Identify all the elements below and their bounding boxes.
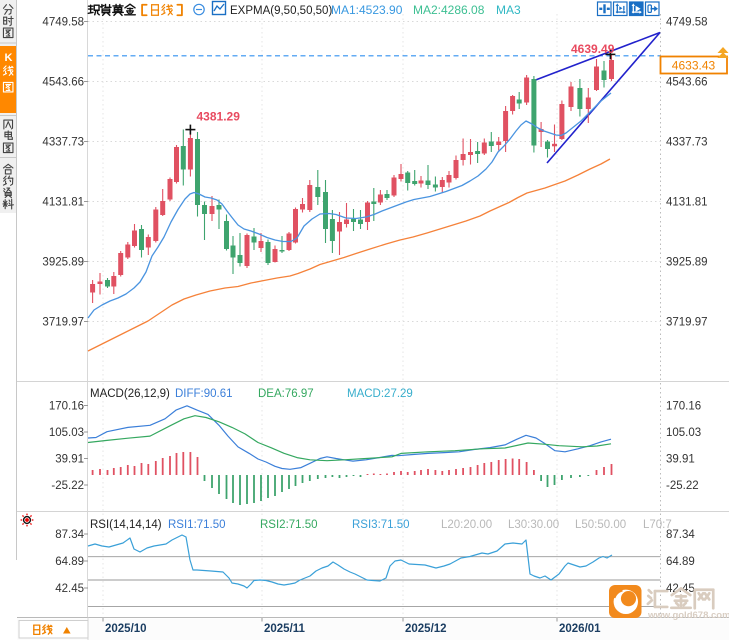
svg-text:64.89: 64.89 bbox=[666, 556, 695, 568]
svg-text:42.45: 42.45 bbox=[55, 583, 84, 595]
svg-text:MACD(26,12,9): MACD(26,12,9) bbox=[90, 388, 170, 400]
svg-text:MA1:4523.90: MA1:4523.90 bbox=[331, 3, 403, 17]
svg-text:105.03: 105.03 bbox=[49, 427, 84, 439]
svg-text:2025/11: 2025/11 bbox=[264, 623, 306, 635]
svg-text:3925.89: 3925.89 bbox=[42, 257, 84, 269]
svg-text:87.34: 87.34 bbox=[55, 529, 84, 541]
svg-text:2026/01: 2026/01 bbox=[559, 623, 601, 635]
svg-text:L20:20.00: L20:20.00 bbox=[441, 519, 492, 531]
svg-text:4749.58: 4749.58 bbox=[666, 17, 708, 29]
svg-text:4337.73: 4337.73 bbox=[666, 137, 708, 149]
svg-text:L70:7: L70:7 bbox=[643, 519, 672, 531]
svg-text:MA2:4286.08: MA2:4286.08 bbox=[413, 3, 485, 17]
svg-text:www.gold678.com: www.gold678.com bbox=[647, 610, 729, 621]
svg-text:RSI(14,14,14): RSI(14,14,14) bbox=[90, 519, 162, 531]
svg-text:2025/12: 2025/12 bbox=[405, 623, 447, 635]
svg-text:4131.81: 4131.81 bbox=[666, 197, 708, 209]
svg-text:4543.66: 4543.66 bbox=[42, 77, 84, 89]
svg-text:4381.29: 4381.29 bbox=[197, 110, 241, 124]
svg-text:170.16: 170.16 bbox=[49, 401, 84, 413]
svg-text:64.89: 64.89 bbox=[55, 556, 84, 568]
svg-text:-25.22: -25.22 bbox=[51, 480, 84, 492]
svg-text:RSI1:71.50: RSI1:71.50 bbox=[168, 519, 226, 531]
svg-text:4639.49: 4639.49 bbox=[571, 42, 615, 56]
svg-text:39.91: 39.91 bbox=[666, 454, 695, 466]
svg-text:DEA:76.97: DEA:76.97 bbox=[258, 388, 314, 400]
svg-text:4543.66: 4543.66 bbox=[666, 77, 708, 89]
svg-text:MA3: MA3 bbox=[496, 3, 521, 17]
svg-text:3925.89: 3925.89 bbox=[666, 257, 708, 269]
svg-text:4749.58: 4749.58 bbox=[42, 17, 84, 29]
svg-text:105.03: 105.03 bbox=[666, 427, 701, 439]
svg-text:4633.43: 4633.43 bbox=[672, 59, 716, 73]
svg-text:-25.22: -25.22 bbox=[666, 480, 699, 492]
svg-text:K: K bbox=[5, 52, 13, 64]
svg-text:EXPMA(9,50,50,50): EXPMA(9,50,50,50) bbox=[230, 5, 332, 17]
svg-text:170.16: 170.16 bbox=[666, 401, 701, 413]
svg-text:L30:30.00: L30:30.00 bbox=[508, 519, 559, 531]
svg-text:MACD:27.29: MACD:27.29 bbox=[347, 388, 413, 400]
svg-text:39.91: 39.91 bbox=[55, 454, 84, 466]
svg-text:RSI2:71.50: RSI2:71.50 bbox=[260, 519, 318, 531]
svg-text:2025/10: 2025/10 bbox=[105, 623, 147, 635]
svg-text:87.34: 87.34 bbox=[666, 529, 695, 541]
svg-text:DIFF:90.61: DIFF:90.61 bbox=[175, 388, 233, 400]
svg-text:L50:50.00: L50:50.00 bbox=[575, 519, 626, 531]
svg-text:4131.81: 4131.81 bbox=[42, 197, 84, 209]
svg-text:3719.97: 3719.97 bbox=[666, 317, 708, 329]
svg-text:4337.73: 4337.73 bbox=[42, 137, 84, 149]
svg-text:RSI3:71.50: RSI3:71.50 bbox=[352, 519, 410, 531]
svg-text:3719.97: 3719.97 bbox=[42, 317, 84, 329]
